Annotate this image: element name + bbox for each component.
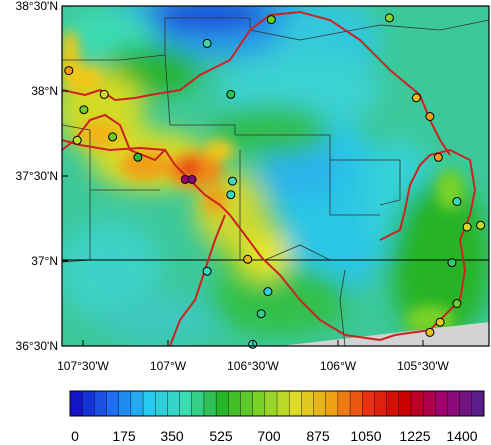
station-marker <box>133 152 143 162</box>
station-marker <box>435 317 445 327</box>
colorbar-label-175: 175 <box>112 428 136 444</box>
colorbar-cell <box>94 390 108 417</box>
colorbar-cell <box>191 390 205 417</box>
lat-label-1: 38°30'N <box>16 0 58 13</box>
station-markers <box>64 13 486 349</box>
station-marker <box>433 152 443 162</box>
colorbar-cell <box>349 390 363 417</box>
colorbar-cell <box>179 390 193 417</box>
lon-label-4: 106°W <box>320 359 357 373</box>
colorbar-label-0: 0 <box>71 428 79 444</box>
station-marker <box>108 132 118 142</box>
colorbar-label-1050: 1050 <box>350 428 381 444</box>
colorbar-cell <box>69 390 83 417</box>
lat-label-5: 36°30'N <box>16 339 58 353</box>
lat-label-4: 37°N <box>31 254 58 268</box>
colorbar-cell <box>447 390 461 417</box>
colorbar-label-700: 700 <box>257 428 281 444</box>
lon-label-3: 106°30'W <box>227 359 279 373</box>
station-marker <box>476 220 486 230</box>
station-marker <box>79 105 89 115</box>
station-marker <box>187 174 197 184</box>
colorbar-cell <box>106 390 120 417</box>
colorbar-cell <box>264 390 278 417</box>
colorbar-label-350: 350 <box>160 428 184 444</box>
station-marker <box>411 93 421 103</box>
colorbar-cell <box>435 390 448 417</box>
colorbar-cell <box>155 390 168 417</box>
colorbar-label-875: 875 <box>306 428 330 444</box>
station-marker <box>202 38 212 48</box>
station-marker <box>228 176 237 186</box>
lat-label-3: 37°30'N <box>16 169 58 183</box>
divide-boundary <box>62 10 477 346</box>
station-marker <box>384 13 394 23</box>
station-marker <box>266 15 276 25</box>
lat-axis <box>62 5 68 347</box>
colorbar-cell <box>118 390 132 417</box>
lon-label-1: 107°30'W <box>57 359 109 373</box>
station-marker <box>256 309 266 319</box>
colorbar-cell <box>471 390 485 417</box>
station-marker <box>243 254 253 264</box>
colorbar-label-1225: 1225 <box>399 428 430 444</box>
no-data-region <box>280 322 489 346</box>
colorbar-cell <box>142 390 156 417</box>
colorbar-cell <box>240 390 254 417</box>
colorbar-cell <box>301 390 315 417</box>
colorbar-label-525: 525 <box>209 428 233 444</box>
station-marker <box>202 266 212 276</box>
lon-label-5: 105°30'W <box>397 359 449 373</box>
colorbar-cell <box>203 390 217 417</box>
station-marker <box>226 89 236 99</box>
station-marker <box>99 89 109 99</box>
station-marker <box>462 222 472 232</box>
station-marker <box>226 190 236 200</box>
station-marker <box>452 299 462 308</box>
colorbar-cell <box>167 390 181 417</box>
colorbar-cell <box>362 390 375 417</box>
colorbar-label-1400: 1400 <box>446 428 477 444</box>
colorbar-cell <box>459 390 473 417</box>
colorbar-cell <box>252 390 266 417</box>
lon-label-2: 107°W <box>150 359 187 373</box>
colorbar-cell <box>386 390 400 417</box>
precipitation-field <box>62 6 489 346</box>
colorbar-cell <box>337 390 351 417</box>
colorbar-cell <box>374 390 388 417</box>
station-marker <box>425 327 435 337</box>
colorbar-cell <box>313 390 327 417</box>
station-marker <box>425 112 435 121</box>
colorbar-cell <box>130 390 144 417</box>
station-marker <box>72 135 82 145</box>
colorbar <box>69 390 485 417</box>
station-marker <box>263 287 273 297</box>
colorbar-frame <box>69 390 485 417</box>
colorbar-cell <box>422 390 436 417</box>
station-marker <box>64 66 74 76</box>
colorbar-cell <box>410 390 424 417</box>
colorbar-cell <box>288 390 302 417</box>
colorbar-cell <box>325 390 339 417</box>
station-marker <box>447 258 457 268</box>
lat-label-2: 38°N <box>31 84 58 98</box>
lon-axis <box>82 340 424 346</box>
colorbar-cell <box>276 390 290 417</box>
colorbar-cell <box>398 390 412 417</box>
colorbar-cell <box>81 390 95 417</box>
station-marker <box>452 197 462 206</box>
colorbar-cell <box>228 390 241 417</box>
colorbar-cell <box>215 390 229 417</box>
